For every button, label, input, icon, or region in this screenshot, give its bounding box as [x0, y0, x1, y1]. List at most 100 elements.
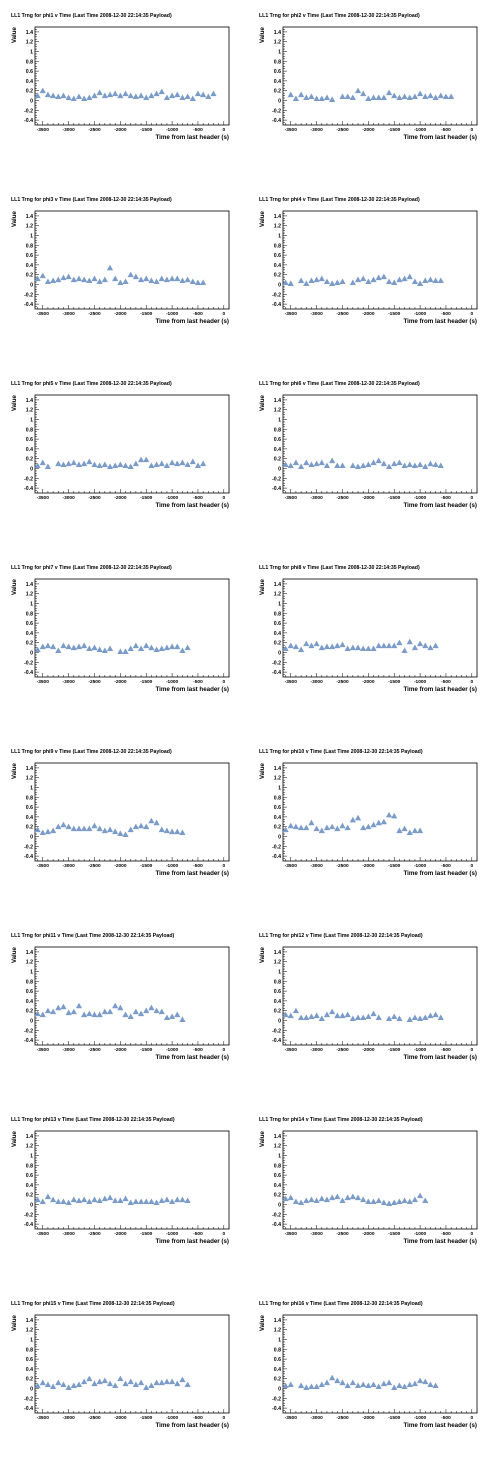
- y-tick-label: 1: [30, 786, 33, 792]
- data-point: [349, 462, 356, 469]
- data-point: [308, 1196, 315, 1203]
- data-point: [360, 1014, 367, 1021]
- data-point: [127, 1013, 134, 1020]
- data-point: [117, 92, 124, 99]
- data-point: [194, 462, 202, 469]
- chart-title: LL1 Trng for phi10 v Time (Last Time 200…: [259, 749, 423, 755]
- y-tick-label: 0.8: [274, 1347, 281, 1353]
- data-point: [308, 461, 315, 468]
- data-point: [143, 823, 150, 830]
- data-point: [303, 640, 310, 647]
- x-axis-label: Time from last header (s): [156, 502, 229, 509]
- data-point: [416, 1192, 424, 1199]
- data-point: [323, 1196, 331, 1203]
- scatter-plot: -0.4 -0.2 0 0.2 0.4 0.6 0.8 1 1.2 1.4 -3500 -3000 -2…: [11, 210, 230, 325]
- data-point: [179, 1376, 186, 1383]
- data-point: [55, 276, 62, 283]
- x-tick-label: -3000: [310, 1231, 323, 1237]
- scatter-plot: -0.4 -0.2 0 0.2 0.4 0.6 0.8 1 1.2 1.4 -3500 -3000 -2…: [259, 578, 478, 693]
- data-point: [60, 821, 67, 828]
- data-point: [391, 1199, 398, 1206]
- data-point: [132, 823, 139, 830]
- data-point: [86, 458, 93, 465]
- data-point: [75, 1381, 83, 1388]
- data-point: [339, 1012, 346, 1019]
- data-point: [101, 647, 108, 654]
- data-point: [323, 278, 331, 285]
- chart-panel: LL1 Trng for phi6 v Time (Last Time 2008…: [248, 368, 496, 552]
- x-tick-label: -2500: [88, 679, 101, 685]
- plot-frame: [34, 26, 230, 126]
- data-point: [375, 274, 382, 281]
- plot-frame: [34, 1314, 230, 1414]
- data-point: [205, 93, 212, 100]
- y-tick-label: 0.2: [26, 825, 33, 831]
- data-point: [127, 271, 134, 278]
- data-point: [334, 1012, 341, 1019]
- data-point: [380, 1199, 387, 1206]
- y-tick-label: 1: [278, 1154, 281, 1160]
- plot-frame: [282, 762, 478, 862]
- x-axis-label: Time from last header (s): [156, 870, 229, 877]
- data-point: [303, 824, 310, 831]
- data-point: [132, 1008, 139, 1015]
- data-point: [132, 93, 139, 100]
- y-tick-label: 0.6: [26, 621, 33, 627]
- data-point: [406, 94, 413, 101]
- scatter-plot: -0.4 -0.2 0 0.2 0.4 0.6 0.8 1 1.2 1.4 -3500 -3000 -2…: [11, 1314, 230, 1429]
- data-point: [365, 278, 372, 285]
- data-point: [194, 279, 202, 286]
- x-axis-label: Time from last header (s): [156, 134, 229, 141]
- x-tick-label: -500: [441, 1047, 451, 1053]
- data-point: [34, 462, 41, 469]
- data-point: [303, 94, 310, 101]
- data-point: [375, 819, 382, 826]
- data-point: [112, 1382, 119, 1389]
- y-tick-label: -0.4: [272, 1406, 281, 1412]
- x-tick-label: -1000: [414, 127, 427, 133]
- data-point: [39, 87, 46, 94]
- data-point: [422, 93, 429, 100]
- x-tick-label: -1500: [140, 1231, 153, 1237]
- data-point: [96, 646, 103, 653]
- x-tick-label: -1000: [166, 127, 179, 133]
- y-tick-label: 0.6: [274, 69, 281, 75]
- data-point: [132, 1381, 139, 1388]
- x-tick-label: -1000: [414, 679, 427, 685]
- x-tick-label: -1000: [166, 1047, 179, 1053]
- x-tick-label: -1500: [388, 127, 401, 133]
- y-tick-label: 1.2: [26, 1328, 33, 1334]
- data-point: [416, 1015, 424, 1022]
- chart-panel: LL1 Trng for phi9 v Time (Last Time 2008…: [0, 736, 248, 920]
- data-point: [318, 1195, 325, 1202]
- y-tick-label: 1.4: [26, 1318, 33, 1324]
- x-tick-label: -1500: [140, 863, 153, 869]
- chart-panel: LL1 Trng for phi12 v Time (Last Time 200…: [248, 920, 496, 1104]
- x-tick-label: -1500: [140, 1047, 153, 1053]
- data-point: [75, 1197, 83, 1204]
- data-point: [396, 1382, 403, 1389]
- data-point: [292, 1198, 300, 1205]
- y-tick-label: 0.8: [26, 59, 33, 65]
- data-point: [106, 1008, 114, 1015]
- data-point: [303, 1014, 310, 1021]
- data-point: [70, 644, 77, 651]
- data-point: [391, 279, 398, 286]
- data-point: [117, 461, 124, 468]
- y-tick-label: 1: [30, 1338, 33, 1344]
- data-point: [132, 642, 139, 649]
- data-point: [153, 1379, 160, 1386]
- x-tick-label: -2500: [336, 1047, 349, 1053]
- data-point: [391, 92, 398, 99]
- x-tick-label: -2500: [88, 311, 101, 317]
- data-point: [106, 826, 114, 833]
- data-point: [137, 276, 145, 283]
- x-tick-label: -500: [441, 495, 451, 501]
- data-point: [70, 1008, 77, 1015]
- data-point: [81, 825, 88, 832]
- y-tick-label: 0: [278, 651, 281, 657]
- y-tick-label: 0: [278, 1203, 281, 1209]
- data-point: [39, 1198, 46, 1205]
- data-point: [422, 1197, 429, 1204]
- y-tick-label: 0.4: [26, 447, 33, 453]
